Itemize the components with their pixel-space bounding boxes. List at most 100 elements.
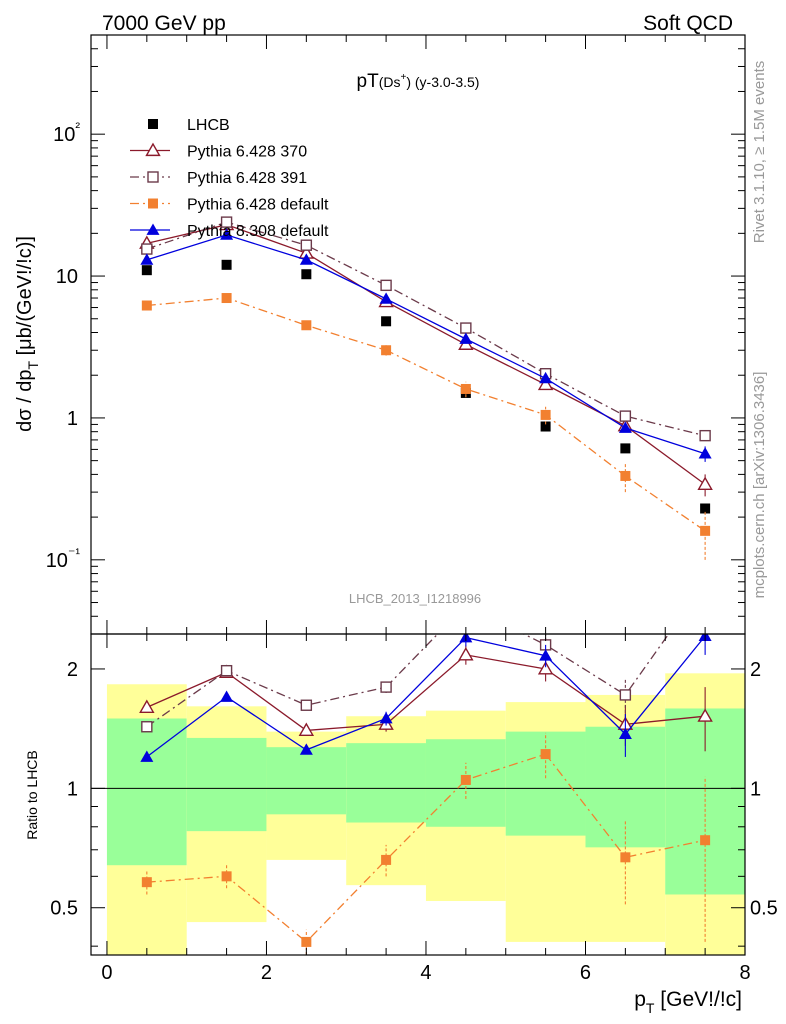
uncertainty-band-inner — [106, 718, 187, 866]
data-point — [697, 708, 713, 722]
data-point — [620, 470, 631, 481]
legend-label: Pythia 6.428 391 — [187, 170, 307, 187]
data-point — [381, 316, 392, 327]
ratio-y-axis-label: Ratio to LHCB — [24, 750, 40, 839]
rivet-label: Rivet 3.1.10, ≥ 1.5M events — [751, 61, 768, 244]
legend: LHCB Pythia 6.428 370 Pythia 6.428 391 Pyth… — [130, 117, 329, 240]
legend-item: LHCB — [148, 117, 230, 134]
data-point — [700, 503, 711, 514]
data-point — [618, 727, 632, 739]
axes: 10⁻¹ 1 10 10² 0.5 0.5 1 1 2 2 0 2 4 6 8 — [46, 34, 778, 984]
series-pythia-6-428-391-line — [146, 221, 706, 437]
data-point — [699, 429, 711, 442]
legend-marker — [145, 142, 161, 157]
energy-label: 7000 GeV pp — [102, 12, 226, 35]
series-pythia-8-308-default-line — [146, 234, 706, 455]
data-point — [220, 216, 233, 228]
uncertainty-band-inner — [266, 747, 347, 815]
legend-marker — [148, 198, 158, 209]
data-point — [698, 447, 712, 459]
data-point — [221, 871, 232, 882]
y-tick-label: 1 — [67, 408, 78, 430]
uncertainty-band-inner — [346, 743, 426, 823]
x-tick-label: 6 — [580, 962, 591, 984]
series-pythia-6-428-370-line — [146, 654, 706, 732]
ratio-y-tick-label-right: 1 — [750, 778, 761, 800]
data-point — [459, 332, 473, 344]
data-point — [221, 259, 232, 270]
data-point — [298, 722, 315, 736]
data-point — [697, 476, 713, 490]
data-point — [381, 854, 392, 865]
uncertainty-band-inner — [505, 731, 586, 836]
data-point — [700, 525, 711, 536]
data-point — [141, 300, 152, 311]
data-point — [537, 661, 554, 675]
y-tick-label: 10⁻¹ — [46, 545, 81, 572]
series-pythia-6-428-default — [141, 732, 711, 955]
data-point — [299, 743, 313, 755]
data-point — [539, 649, 553, 661]
data-point — [140, 750, 154, 762]
data-point — [141, 243, 153, 255]
data-point — [381, 345, 392, 356]
legend-marker — [148, 119, 158, 129]
data-point — [141, 877, 152, 888]
data-point — [460, 322, 472, 334]
data-point — [301, 320, 312, 331]
legend-item: Pythia 8.308 default — [130, 223, 329, 240]
data-point — [537, 376, 554, 391]
legend-item: Pythia 6.428 default — [130, 197, 329, 214]
data-point — [220, 664, 233, 677]
uncertainty-band-inner — [186, 737, 267, 832]
legend-item: Pythia 6.428 391 — [130, 170, 307, 187]
series-pythia-6-428-default-line — [146, 753, 706, 943]
legend-label: LHCB — [187, 117, 230, 134]
series-pythia-8-308-default-line — [146, 635, 706, 758]
legend-label: Pythia 6.428 default — [187, 197, 329, 214]
data-point — [300, 699, 313, 711]
data-point — [460, 383, 471, 394]
data-point — [141, 721, 153, 733]
data-point — [300, 239, 313, 251]
data-point — [540, 421, 551, 432]
data-point — [700, 835, 711, 846]
x-tick-label: 2 — [261, 962, 272, 984]
chart-title: pT(Ds+) (y-3.0-3.5) — [357, 71, 480, 92]
process-label: Soft QCD — [643, 12, 733, 35]
data-point — [301, 936, 312, 947]
data-point — [139, 699, 155, 713]
data-point — [618, 421, 632, 433]
data-point — [379, 292, 393, 304]
y-tick-label: 10² — [53, 119, 80, 146]
data-point — [540, 749, 551, 760]
data-point — [140, 253, 154, 265]
data-point — [460, 774, 471, 785]
data-point — [220, 690, 234, 702]
x-tick-label: 0 — [101, 962, 112, 984]
ratio-y-tick-label: 0.5 — [50, 898, 78, 920]
series-pythia-8-308-default — [140, 228, 712, 462]
legend-item: Pythia 6.428 370 — [130, 142, 307, 161]
ratio-panel — [91, 673, 745, 955]
main-y-axis-label: dσ / dpT [μb/(GeV!/!c)] — [14, 236, 41, 432]
data-point — [221, 293, 232, 304]
main-series-layer — [139, 216, 713, 560]
data-point — [540, 409, 551, 420]
data-point — [619, 410, 632, 422]
data-point — [380, 279, 392, 292]
analysis-id: LHCB_2013_I1218996 — [349, 591, 481, 606]
data-point — [539, 371, 553, 384]
data-point — [458, 646, 474, 661]
x-axis-label: pT [GeV!/!c] — [634, 988, 742, 1016]
series-pythia-6-428-default — [141, 293, 711, 560]
x-tick-label: 8 — [739, 962, 750, 984]
legend-label: Pythia 8.308 default — [187, 223, 329, 240]
data-point — [301, 269, 312, 280]
ratio-y-tick-label-right: 2 — [750, 659, 761, 681]
data-point — [220, 228, 234, 240]
series-pythia-6-428-391 — [141, 216, 711, 442]
data-point — [141, 265, 152, 276]
legend-label: Pythia 6.428 370 — [187, 144, 307, 161]
